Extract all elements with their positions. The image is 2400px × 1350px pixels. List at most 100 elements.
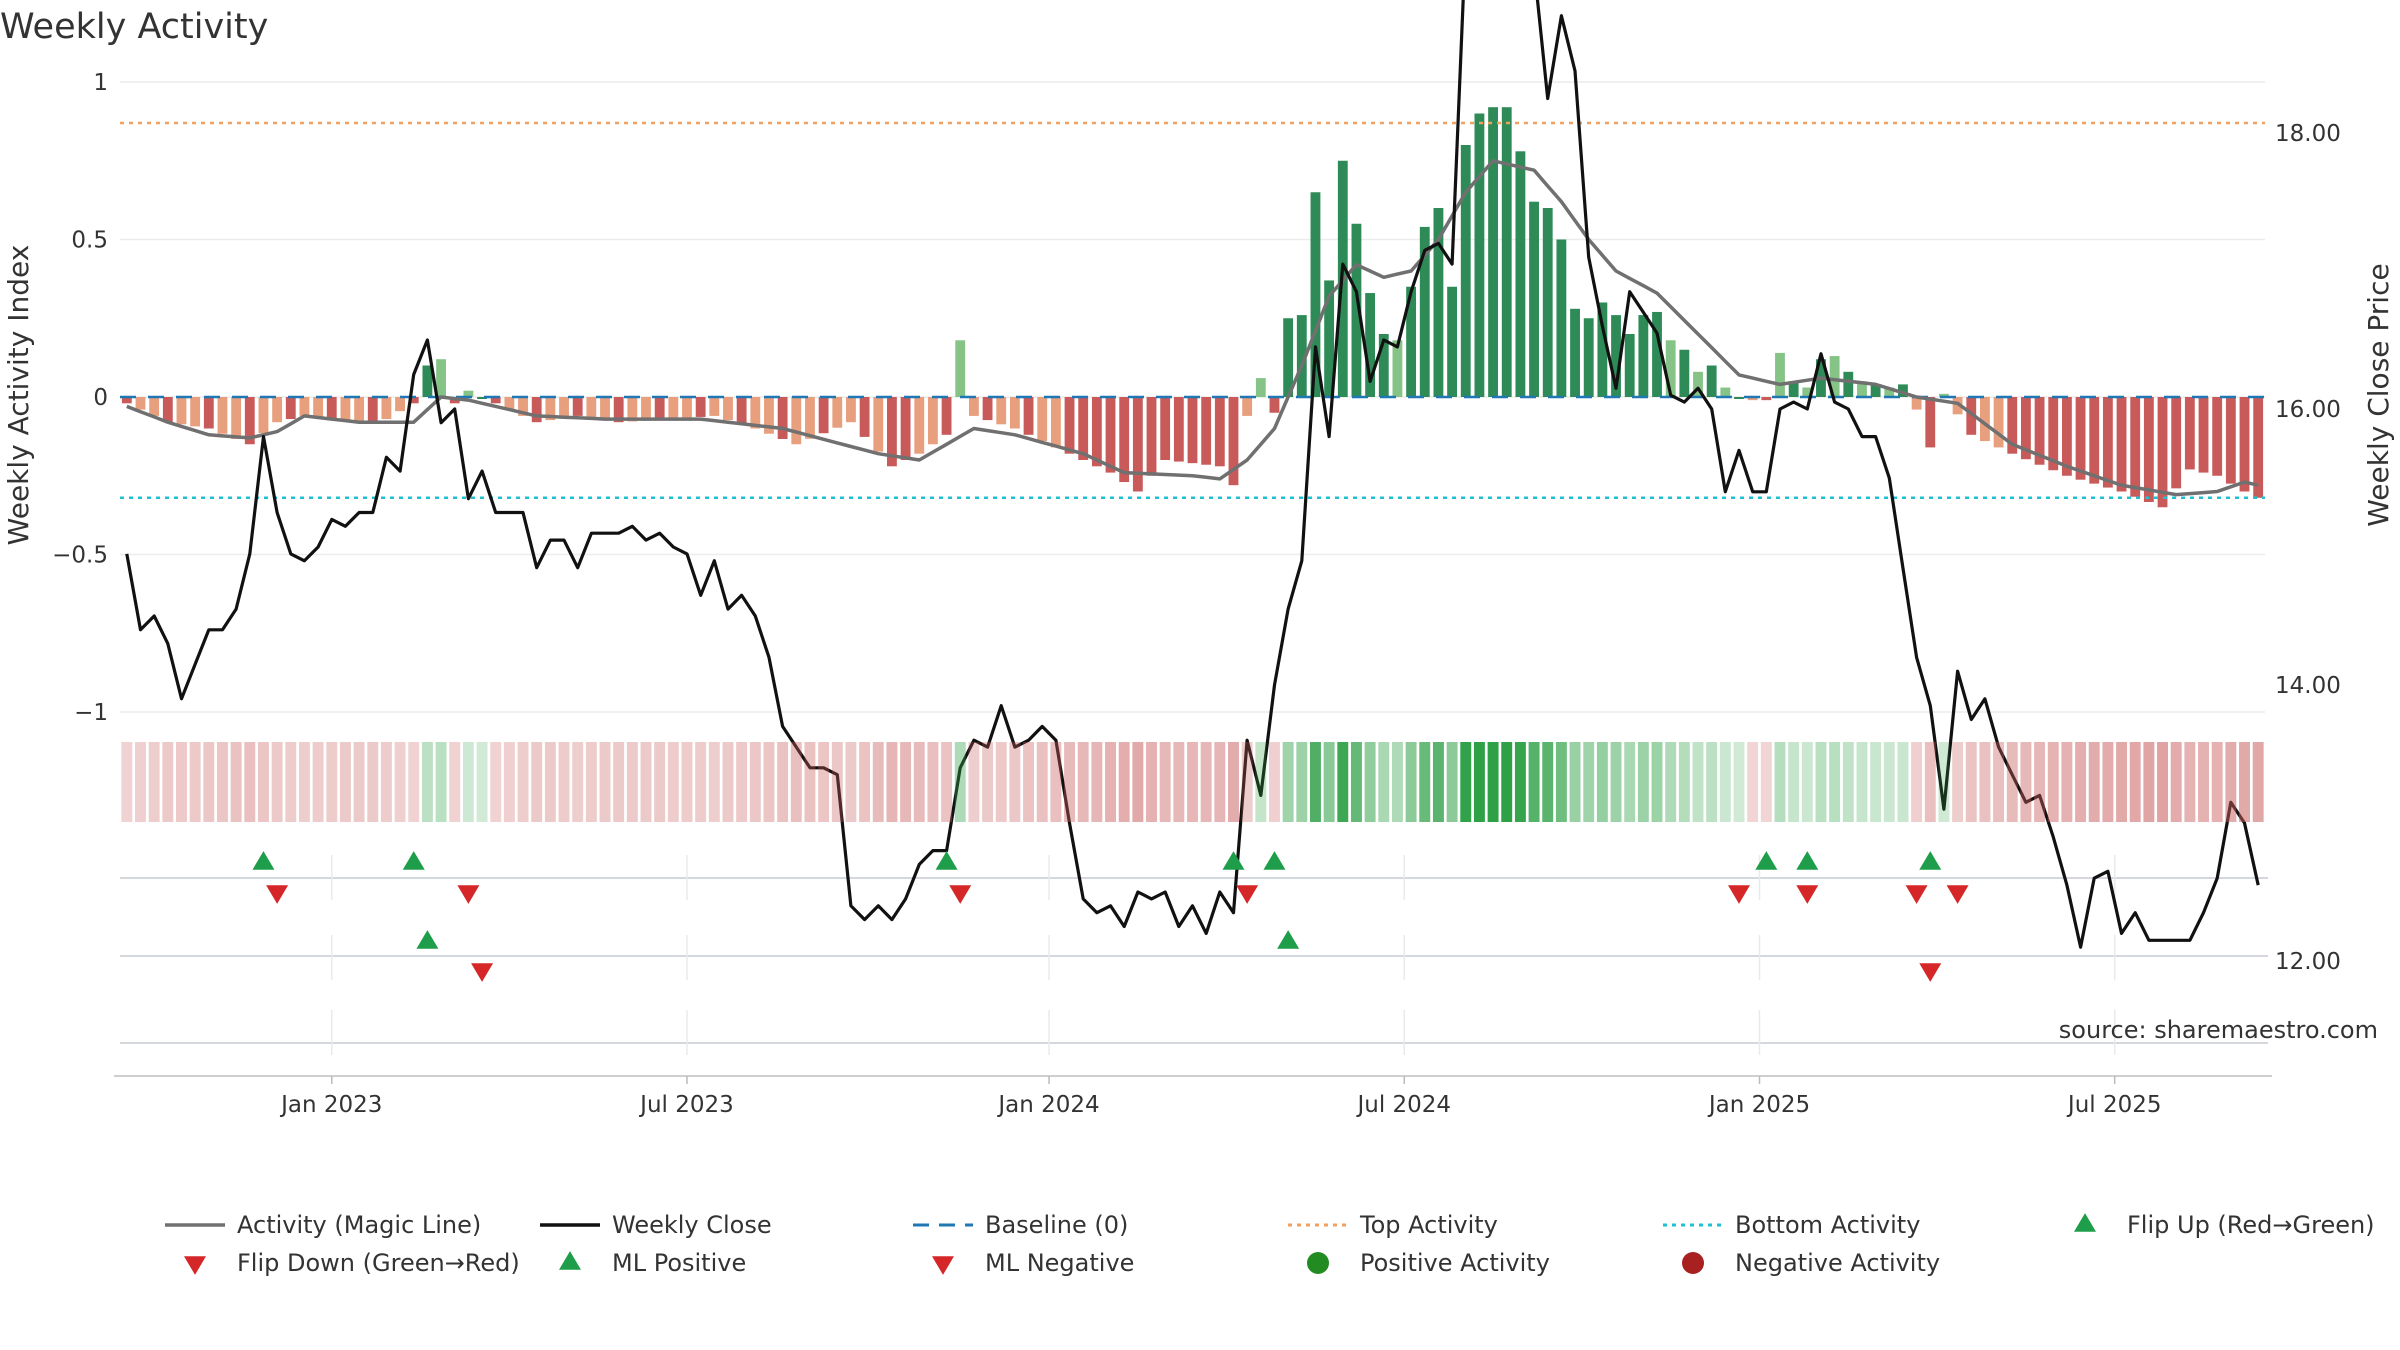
heat-strip-cell [1309,742,1321,822]
heat-strip-cell [585,742,597,822]
heat-strip-cell [1596,742,1608,822]
heat-strip-cell [1241,742,1253,822]
x-tick-label: Jan 2024 [996,1092,1099,1118]
activity-bar [1255,378,1266,397]
flip-down-marker [1905,885,1928,904]
flip-up-marker [935,851,958,870]
heat-strip-cell [1023,742,1035,822]
activity-bar [2061,397,2072,476]
activity-bar [244,397,255,445]
heat-strip-cell [339,742,351,822]
activity-bar [1829,356,1840,397]
activity-bar [231,397,242,439]
activity-bar [135,397,146,410]
activity-bar [2157,397,2168,508]
activity-bar [927,397,938,445]
heat-strip-cell [380,742,392,822]
activity-bar [641,397,651,421]
heat-strip-cell [1460,742,1472,822]
heat-strip-cell [203,742,215,822]
heat-strip-cell [1200,742,1212,822]
heat-strip-cell [1569,742,1581,822]
activity-bar [2034,397,2045,465]
heat-strip-cell [708,742,720,822]
activity-bar [613,397,624,423]
legend-item: Baseline (0) [913,1211,1128,1239]
heat-strip-cell [257,742,269,822]
legend-label: Top Activity [1359,1211,1498,1239]
y2-tick-label: 14.00 [2275,673,2341,699]
activity-bar [1187,397,1198,464]
activity-bar [1788,381,1799,397]
legend-item: Activity (Magic Line) [165,1211,481,1239]
heat-strip-cell [217,742,228,822]
y-tick-label: 1 [93,70,108,96]
activity-bar [1706,365,1717,397]
legend-item: Positive Activity [1307,1249,1550,1277]
activity-bar [381,397,392,420]
activity-bar [1638,315,1649,397]
heat-strip-cell [886,742,898,822]
heat-strip-cell [1173,742,1185,822]
legend-item: Weekly Close [540,1211,772,1239]
activity-bar [1296,315,1307,397]
axes: 10.50−0.5−120.0018.0016.0014.0012.00Week… [2,70,2395,1118]
heat-strip-cell [777,742,789,822]
activity-bar [887,397,897,467]
heat-strip-cell [1282,742,1294,822]
heat-strip-cell [2020,742,2032,822]
heat-strip-cell [722,742,734,822]
heat-strip-cell [1692,742,1704,822]
heat-strip-cell [1419,742,1431,822]
heat-strip-cell [1105,742,1116,822]
heat-strip-cell [408,742,420,822]
legend-item: Flip Down (Green→Red) [184,1249,520,1277]
activity-bar [1515,151,1526,397]
activity-bars [121,107,2264,508]
legend-label: Weekly Close [612,1211,772,1239]
heat-strip-cell [2157,742,2168,822]
heat-strip-cell [2211,742,2223,822]
activity-bar [1652,311,1662,397]
flip-up-marker [1796,851,1819,870]
activity-heat-strip [121,742,2264,822]
x-tick-label: Jul 2025 [2066,1092,2162,1118]
activity-bar [1624,334,1635,397]
heat-strip-cell [1009,742,1021,822]
legend-circle-icon [1307,1252,1329,1274]
activity-bar [1324,280,1335,397]
heat-strip-cell [162,742,174,822]
activity-bar [1460,145,1471,397]
activity-bar [504,397,515,410]
legend-circle-icon [1682,1252,1704,1274]
legend-label: Flip Down (Green→Red) [237,1249,520,1277]
heat-strip-cell [2075,742,2087,822]
activity-bar [1091,397,1102,467]
activity-bar [1105,397,1116,473]
flip-markers [252,851,1969,982]
activity-bar [805,397,815,439]
heat-strip-cell [1829,742,1841,822]
activity-bar [1132,397,1143,492]
heat-strip-cell [1077,742,1089,822]
activity-bar [2075,397,2086,480]
activity-bar [668,397,679,420]
activity-bar [162,397,173,423]
heat-strip-cell [995,742,1007,822]
activity-bar [367,397,378,421]
heat-strip-cell [1883,742,1895,822]
y2-tick-label: 12.00 [2275,949,2341,975]
source-text: source: sharemaestro.com [2059,1016,2378,1044]
heat-strip-cell [572,742,584,822]
heat-strip-cell [1050,742,1062,822]
activity-bar [2239,397,2250,492]
heat-strip-cell [230,742,242,822]
heat-strip-cell [1296,742,1308,822]
activity-bar [1665,340,1676,397]
legend-triangle-down-icon [932,1256,954,1275]
activity-bar [463,390,474,397]
heat-strip-cell [1487,742,1499,822]
heat-strip-cell [1473,742,1485,822]
heat-strip-cell [1624,742,1636,822]
